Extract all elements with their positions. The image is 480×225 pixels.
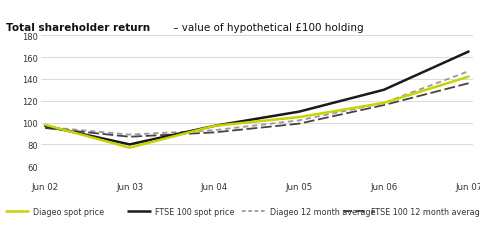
Text: Jun 02: Jun 02 (31, 182, 59, 191)
Text: Jun 06: Jun 06 (370, 182, 397, 191)
Text: FTSE 100 spot price: FTSE 100 spot price (155, 207, 234, 216)
Text: Jun 04: Jun 04 (201, 182, 228, 191)
Text: Jun 07: Jun 07 (455, 182, 480, 191)
Text: FTSE 100 12 month average: FTSE 100 12 month average (371, 207, 480, 216)
Text: Jun 05: Jun 05 (286, 182, 313, 191)
Text: Diageo spot price: Diageo spot price (33, 207, 104, 216)
Text: – value of hypothetical £100 holding: – value of hypothetical £100 holding (170, 22, 364, 32)
Text: Total shareholder return: Total shareholder return (6, 22, 150, 32)
Text: Diageo 12 month average: Diageo 12 month average (270, 207, 376, 216)
Text: Jun 03: Jun 03 (116, 182, 144, 191)
